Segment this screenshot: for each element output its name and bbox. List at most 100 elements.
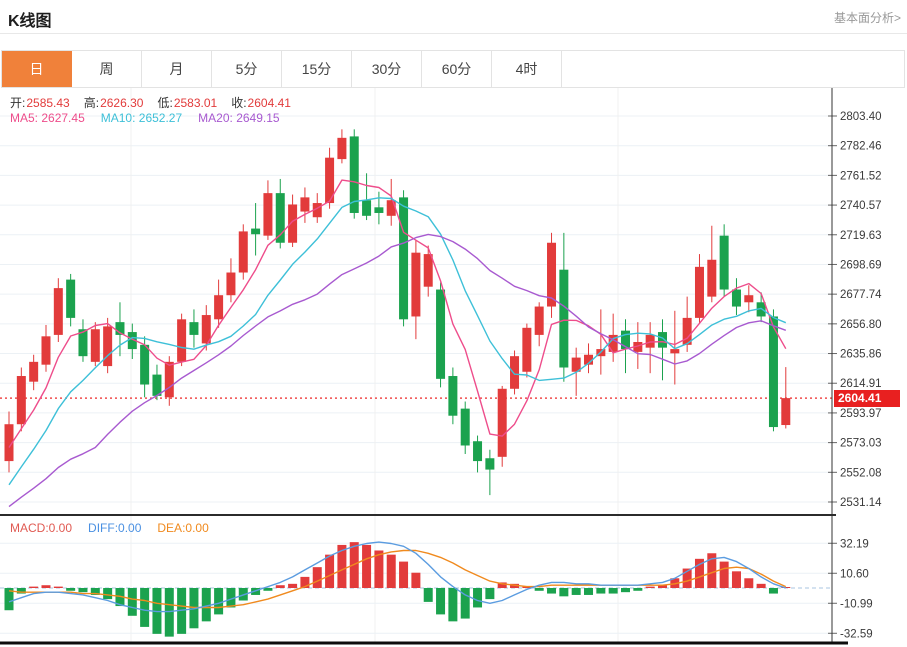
macd-bar [559, 588, 569, 597]
macd-bar [164, 588, 174, 637]
tab-5分[interactable]: 5分 [212, 51, 282, 87]
open-value: 2585.43 [26, 96, 70, 110]
macd-bar [226, 588, 236, 608]
svg-text:2761.52: 2761.52 [840, 170, 882, 182]
macd-bar [584, 588, 594, 595]
candle [645, 334, 655, 348]
macd-bar [596, 588, 606, 594]
tab-60分[interactable]: 60分 [422, 51, 492, 87]
candle [460, 408, 470, 446]
svg-text:2614.91: 2614.91 [840, 378, 882, 390]
tab-4时[interactable]: 4时 [492, 51, 562, 87]
period-tabs: 日周月 5分 15分 30分 60分 4时 [1, 50, 905, 88]
candle [362, 200, 372, 216]
svg-text:2803.40: 2803.40 [840, 111, 882, 123]
svg-text:2635.86: 2635.86 [840, 349, 882, 361]
macd-bar [53, 586, 63, 588]
tab-日[interactable]: 日 [2, 51, 72, 87]
svg-text:2740.57: 2740.57 [840, 200, 882, 212]
macd-bar [115, 588, 125, 607]
macd-bar [645, 586, 655, 588]
macd-bar [263, 588, 273, 591]
macd-bar [386, 554, 396, 588]
macd-bar [731, 571, 741, 588]
svg-text:2698.69: 2698.69 [840, 259, 882, 271]
candle [115, 322, 125, 335]
candle [547, 242, 557, 307]
high-label: 高: [83, 96, 100, 110]
macd-bar [657, 585, 667, 588]
candle [189, 322, 199, 335]
candle [263, 193, 273, 236]
candle [719, 235, 729, 290]
tab-月[interactable]: 月 [142, 51, 212, 87]
diff-value: DIFF:0.00 [88, 521, 142, 535]
candle [756, 302, 766, 317]
diff-line [8, 541, 787, 613]
tab-周[interactable]: 周 [72, 51, 142, 87]
candle [694, 266, 704, 318]
macd-bar [608, 588, 618, 594]
candle [682, 317, 692, 345]
ma5-value: MA5: 2627.45 [10, 111, 85, 125]
candle [510, 356, 520, 389]
macd-bar [682, 568, 692, 588]
candle [436, 289, 446, 379]
macd-bar [436, 588, 446, 615]
candle [584, 354, 594, 365]
macd-axis-labels: 32.19 10.60 -10.99 -32.59 [840, 538, 873, 640]
header: K线图 基本面分析> [0, 0, 907, 34]
candle [164, 361, 174, 398]
candle [781, 398, 791, 426]
candle [608, 334, 618, 352]
tab-15分[interactable]: 15分 [282, 51, 352, 87]
macd-bar [275, 585, 285, 588]
macd-bar [325, 554, 335, 588]
candle [621, 330, 630, 350]
candle [657, 332, 667, 348]
macd-bar [510, 583, 520, 588]
svg-text:32.19: 32.19 [840, 538, 869, 550]
tab-30分[interactable]: 30分 [352, 51, 422, 87]
current-price-badge: 2604.41 [834, 390, 900, 407]
candle [768, 316, 778, 428]
macd-bar [473, 588, 483, 608]
candle [411, 252, 421, 317]
ma5-line [8, 179, 787, 448]
macd-bar [127, 588, 137, 616]
page-title: K线图 [8, 13, 52, 30]
candle [670, 349, 680, 354]
candle [78, 329, 88, 357]
macd-bar [719, 561, 729, 588]
macd-bar [374, 550, 384, 588]
macd-bar [621, 588, 630, 593]
y-axis-labels: 2803.40 2782.46 2761.52 2740.57 2719.63 2698.… [840, 111, 882, 509]
macd-bar [707, 553, 717, 588]
macd-bar [362, 544, 372, 588]
macd-bar [744, 578, 754, 588]
macd-bar [423, 588, 433, 602]
candle [485, 458, 495, 470]
macd-bar [497, 582, 507, 588]
candle [66, 279, 76, 318]
ma10-line [8, 197, 787, 486]
macd-bar [399, 561, 409, 588]
macd-bar [411, 572, 421, 588]
candle [448, 376, 458, 416]
macd-bar [41, 585, 51, 588]
candle [473, 441, 483, 462]
candle [127, 332, 137, 350]
macd-bar [312, 567, 322, 588]
kline-chart[interactable]: 2803.40 2782.46 2761.52 2740.57 2719.63 2698.… [0, 88, 907, 647]
macd-bar [29, 586, 39, 588]
macd-bar [448, 588, 458, 622]
candle [29, 361, 39, 382]
candle [251, 228, 261, 235]
macd-bar [177, 588, 187, 634]
svg-text:2677.74: 2677.74 [840, 289, 882, 301]
macd-bar [140, 588, 150, 627]
candle [707, 259, 717, 297]
svg-text:2573.03: 2573.03 [840, 438, 882, 450]
svg-text:-32.59: -32.59 [840, 628, 873, 640]
fundamental-analysis-link[interactable]: 基本面分析> [833, 11, 901, 25]
